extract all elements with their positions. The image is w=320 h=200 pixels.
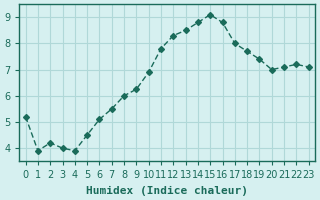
X-axis label: Humidex (Indice chaleur): Humidex (Indice chaleur) [86, 186, 248, 196]
